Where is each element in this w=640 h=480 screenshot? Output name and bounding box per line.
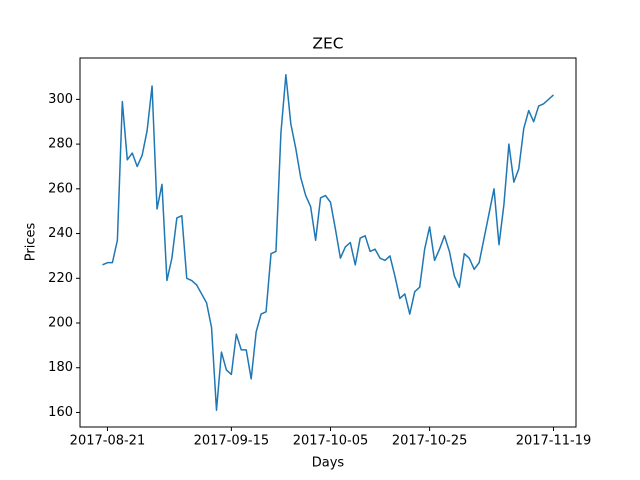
x-tick-label: 2017-08-21	[70, 434, 146, 449]
x-tick-label: 2017-10-05	[293, 434, 369, 449]
x-tick-label: 2017-11-19	[516, 434, 592, 449]
y-tick-label: 160	[48, 405, 73, 420]
y-tick-label: 280	[48, 137, 73, 152]
y-tick-label: 200	[48, 316, 73, 331]
plot-frame	[79, 57, 577, 428]
y-axis-label: Prices	[24, 223, 39, 262]
chart-title: ZEC	[312, 35, 343, 53]
x-tick-label: 2017-09-15	[194, 434, 270, 449]
y-tick-label: 220	[48, 271, 73, 286]
price-line	[102, 74, 554, 411]
x-axis-label: Days	[312, 456, 345, 471]
y-tick-label: 300	[48, 92, 73, 107]
y-tick-label: 260	[48, 181, 73, 196]
y-tick-label: 180	[48, 360, 73, 375]
x-tick-label: 2017-10-25	[392, 434, 468, 449]
y-tick-label: 240	[48, 226, 73, 241]
